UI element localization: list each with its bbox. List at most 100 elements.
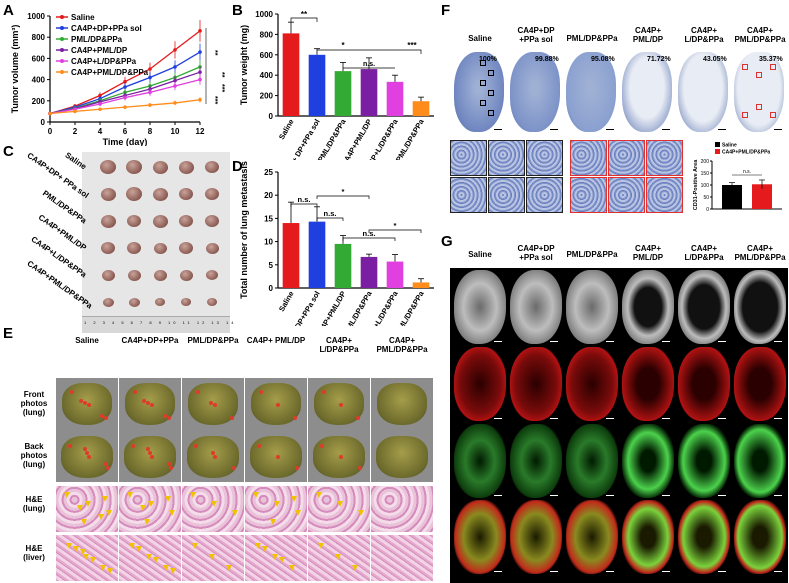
- scale-bar: [550, 341, 558, 342]
- data-point: [173, 78, 177, 83]
- roi-box: [488, 70, 494, 76]
- metastasis-marker: [142, 399, 146, 403]
- x-axis-label: Time (day): [103, 137, 148, 146]
- column-header: CA4P+ PML/DP&PPa: [734, 26, 786, 44]
- data-point: [173, 65, 177, 69]
- scale-bar: [606, 341, 614, 342]
- arrowhead-marker: [153, 557, 159, 563]
- merged-channel-image: [622, 500, 674, 574]
- y-axis-label: Tumor weight (mg): [239, 25, 249, 105]
- metastasis-marker: [339, 455, 343, 459]
- dapi-channel-image: [622, 270, 674, 344]
- scale-bar: [774, 341, 782, 342]
- metastasis-marker: [100, 414, 104, 418]
- ihc-zoom-image: [450, 177, 487, 213]
- data-point: [123, 95, 127, 100]
- metastasis-marker: [322, 390, 326, 394]
- bar: [308, 221, 326, 288]
- metastasis-marker: [83, 401, 87, 405]
- significance-mark: *: [341, 41, 345, 50]
- metastasis-marker: [87, 403, 91, 407]
- dapi-channel-image: [510, 270, 562, 344]
- bar: [334, 71, 352, 116]
- scale-bar: [718, 129, 726, 130]
- scale-bar: [718, 495, 726, 496]
- scale-bar: [662, 129, 670, 130]
- roi-box: [480, 100, 486, 106]
- arrowhead-marker: [316, 492, 322, 498]
- column-header: CA4P+ L/DP&PPa: [684, 26, 724, 44]
- y-tick-label: 20: [264, 191, 273, 200]
- metastasis-marker: [106, 466, 110, 470]
- bar: [412, 282, 430, 288]
- significance-mark: ***: [407, 41, 417, 50]
- arrowhead-marker: [190, 492, 196, 498]
- tumor-sample: [181, 298, 191, 306]
- tumor-sample: [205, 188, 219, 200]
- metastasis-marker: [87, 455, 91, 459]
- arrowhead-marker: [335, 554, 341, 560]
- y-tick-label: 800: [32, 33, 46, 42]
- arrowhead-marker: [165, 496, 171, 502]
- data-point: [123, 79, 127, 84]
- tumor-sample: [205, 215, 219, 227]
- bar: [360, 69, 378, 116]
- metastasis-marker: [276, 403, 280, 407]
- significance-mark: *: [342, 187, 345, 196]
- he-liver-image: [371, 535, 433, 581]
- arrowhead-marker: [291, 496, 297, 502]
- significance-mark: n.s.: [743, 169, 751, 175]
- legend-marker: [60, 70, 64, 74]
- column-header: PML/DP&PPa: [566, 34, 618, 43]
- tumor-sample: [205, 242, 219, 254]
- data-point: [123, 105, 127, 109]
- ihc-zoom-image: [570, 140, 607, 176]
- arrowhead-marker: [127, 492, 133, 498]
- arrowhead-marker: [85, 501, 91, 507]
- bar: [282, 223, 300, 288]
- y-tick-label: 400: [32, 76, 46, 85]
- metastasis-marker: [276, 455, 280, 459]
- column-header: CA4P+ PML/DP: [632, 26, 664, 44]
- arrowhead-marker: [170, 568, 176, 574]
- y-tick-label: 25: [264, 168, 273, 177]
- significance-mark: **: [301, 10, 308, 19]
- bar: [386, 261, 404, 288]
- tumor-sample: [155, 298, 165, 306]
- dapi-channel-image: [566, 270, 618, 344]
- x-tick-label: 6: [123, 127, 128, 136]
- arrowhead-marker: [272, 554, 278, 560]
- bar: [308, 54, 326, 116]
- bracket: [290, 203, 318, 207]
- tumor-sample: [152, 187, 168, 201]
- arrowhead-marker: [146, 554, 152, 560]
- lung-back: [376, 436, 428, 478]
- tumor-sample: [179, 215, 193, 227]
- tumor-sample: [100, 160, 116, 174]
- tumor-sample: [127, 269, 141, 281]
- arrowhead-marker: [163, 565, 169, 571]
- column-header: PML/DP&PPa: [187, 336, 239, 345]
- panel-letter-b: B: [232, 2, 243, 19]
- arrowhead-marker: [129, 543, 135, 549]
- y-tick-label: 0: [269, 284, 274, 293]
- arrowhead-marker: [107, 568, 113, 574]
- data-point: [198, 77, 202, 82]
- arrowhead-marker: [100, 565, 106, 571]
- metastasis-marker: [320, 444, 324, 448]
- arrowhead-marker: [83, 554, 89, 560]
- column-header: CA4P+ PML/DP: [246, 336, 306, 345]
- column-header: CA4P+ PML/DP&PPa: [376, 336, 428, 354]
- tumor-section-stain: [678, 52, 728, 132]
- arrowhead-marker: [253, 492, 259, 498]
- tumor-sample: [101, 242, 115, 254]
- scale-bar: [662, 341, 670, 342]
- scale-bar: [606, 129, 614, 130]
- merged-channel-image: [566, 500, 618, 574]
- metastasis-marker: [83, 447, 87, 451]
- metastasis-marker: [167, 416, 171, 420]
- scale-bar: [774, 129, 782, 130]
- arrowhead-marker: [352, 565, 358, 571]
- significance-mark: n.s.: [363, 229, 376, 238]
